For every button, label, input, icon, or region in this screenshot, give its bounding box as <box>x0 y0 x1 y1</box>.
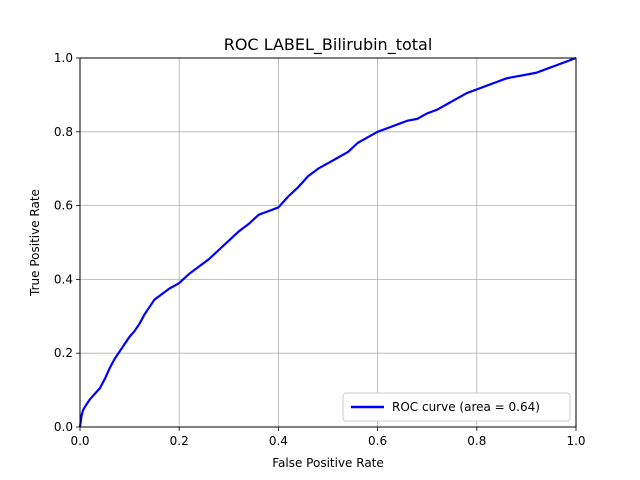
plot-frame <box>79 57 577 428</box>
y-tick-label: 1.0 <box>54 51 73 65</box>
y-axis-label: True Positive Rate <box>28 189 42 297</box>
curve-layer <box>78 56 577 428</box>
x-tick-label: 0.4 <box>269 434 288 448</box>
x-tick-label: 0.8 <box>467 434 486 448</box>
x-tick-label: 0.2 <box>170 434 189 448</box>
y-tick-label: 0.2 <box>54 346 73 360</box>
legend-box <box>342 392 571 422</box>
x-axis-label: False Positive Rate <box>272 456 384 470</box>
y-tick-label: 0.0 <box>54 420 73 434</box>
x-tick-label: 0.0 <box>70 434 89 448</box>
legend-label: ROC curve (area = 0.64) <box>392 400 540 414</box>
axis-ticks: 0.0 0.2 0.4 0.6 0.8 1.0 0.0 0.2 0.4 0.6 0.8 1.0 <box>54 51 586 448</box>
roc-curve-line <box>78 56 577 428</box>
x-tick-label: 1.0 <box>566 434 585 448</box>
grid-lines <box>79 57 577 428</box>
x-tick-label: 0.6 <box>368 434 387 448</box>
y-tick-label: 0.4 <box>54 272 73 286</box>
chart-title: ROC LABEL_Bilirubin_total <box>224 35 433 55</box>
y-tick-label: 0.8 <box>54 125 73 139</box>
legend: ROC curve (area = 0.64) <box>342 392 571 422</box>
y-tick-label: 0.6 <box>54 199 73 213</box>
